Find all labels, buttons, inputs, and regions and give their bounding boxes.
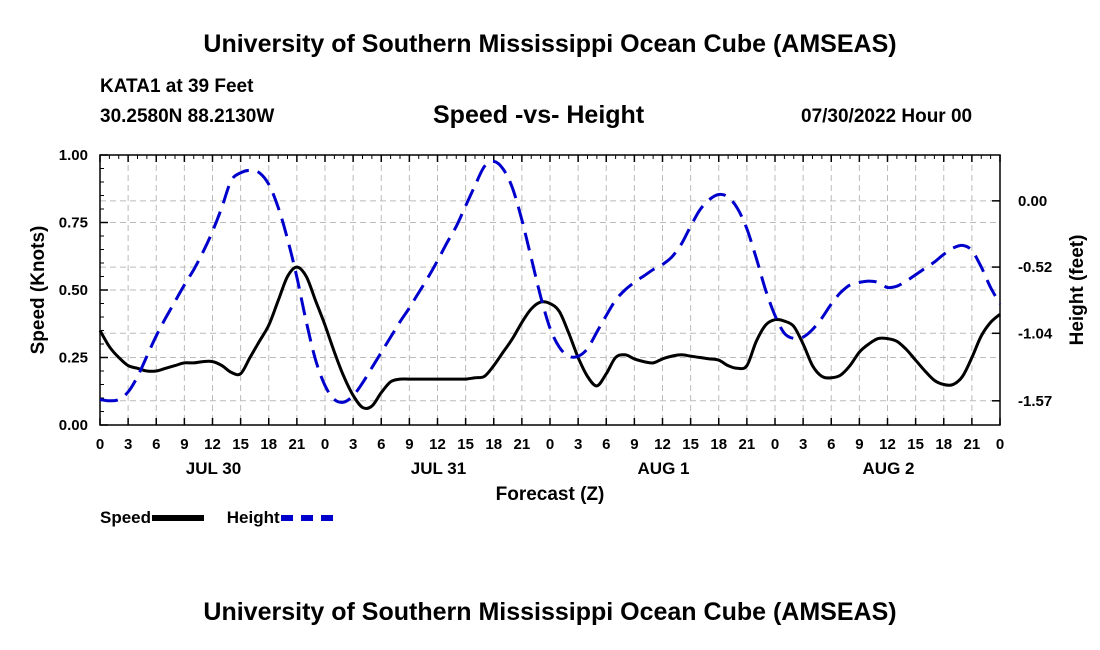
x-tick-label: 6	[602, 436, 610, 453]
legend-item-speed: Speed	[100, 508, 205, 528]
x-tick-label: 18	[710, 436, 727, 453]
page-title: University of Southern Mississippi Ocean…	[203, 30, 897, 58]
x-tick-label: 3	[799, 436, 807, 453]
legend-label-height: Height	[226, 508, 280, 527]
x-tick-label: 3	[124, 436, 132, 453]
x-tick-label: 15	[682, 436, 699, 453]
x-tick-label: 18	[935, 436, 952, 453]
x-tick-label: 21	[289, 436, 306, 453]
station-coordinates: 30.2580N 88.2130W	[100, 106, 275, 127]
legend-swatch-height	[280, 515, 333, 521]
x-tick-label: 18	[485, 436, 502, 453]
series	[98, 159, 1002, 410]
y-left-tick-label: 0.25	[59, 350, 88, 367]
y-right-tick-label: -1.04	[1018, 325, 1053, 342]
x-day-label: AUG 1	[638, 459, 690, 478]
station-label: KATA1 at 39 Feet	[100, 76, 254, 97]
x-tick-label: 3	[349, 436, 357, 453]
x-tick-label: 0	[996, 436, 1004, 453]
legend-item-height: Height	[227, 508, 333, 528]
x-tick-label: 0	[321, 436, 329, 453]
y-right-tick-label: -0.52	[1018, 259, 1052, 276]
x-tick-label: 12	[654, 436, 671, 453]
forecast-run-time: 07/30/2022 Hour 00	[801, 106, 973, 127]
plot-frame	[99, 154, 1001, 426]
x-tick-label: 12	[204, 436, 221, 453]
y-axis-title-left: Speed (Knots)	[28, 226, 49, 355]
x-tick-label: 9	[855, 436, 863, 453]
x-day-label: JUL 30	[186, 459, 241, 478]
x-tick-label: 12	[879, 436, 896, 453]
series-line-speed	[98, 265, 1001, 410]
x-tick-label: 3	[574, 436, 582, 453]
y-axis-title-right: Height (feet)	[1067, 235, 1088, 346]
x-tick-label: 18	[260, 436, 277, 453]
x-tick-label: 15	[232, 436, 249, 453]
x-tick-label: 6	[152, 436, 160, 453]
x-tick-label: 9	[180, 436, 188, 453]
y-left-tick-label: 0.50	[59, 282, 88, 299]
axis-labels: Forecast (Z) Speed (Knots) Height (feet)	[28, 226, 1088, 505]
x-tick-label: 12	[429, 436, 446, 453]
chart-subtitle: Speed -vs- Height	[433, 101, 645, 129]
x-tick-label: 9	[405, 436, 413, 453]
x-tick-label: 21	[514, 436, 531, 453]
footer-title: University of Southern Mississippi Ocean…	[203, 598, 897, 626]
x-tick-label: 15	[457, 436, 474, 453]
grid	[100, 155, 1000, 425]
y-left-tick-label: 0.75	[59, 215, 88, 232]
y-left-tick-label: 1.00	[59, 147, 88, 164]
legend-swatch-speed	[152, 515, 205, 521]
x-tick-label: 21	[964, 436, 981, 453]
legend: Speed Height	[100, 508, 351, 528]
x-day-label: AUG 2	[863, 459, 915, 478]
x-tick-label: 0	[771, 436, 779, 453]
x-day-label: JUL 31	[411, 459, 466, 478]
x-tick-label: 6	[377, 436, 385, 453]
x-tick-label: 21	[739, 436, 756, 453]
x-tick-label: 6	[827, 436, 835, 453]
y-left-tick-label: 0.00	[59, 417, 88, 434]
x-tick-label: 0	[546, 436, 554, 453]
x-axis-title: Forecast (Z)	[496, 484, 605, 505]
y-right-tick-label: -1.57	[1018, 393, 1052, 410]
axes: 0 3 6 9 12 15 18 21 0 3 6 9 12 15 18 21 0 3 6 9 12 15 18 21 0 3 6 9…	[59, 147, 1053, 478]
x-tick-label: 0	[96, 436, 104, 453]
x-tick-label: 9	[630, 436, 638, 453]
series-line-height	[99, 159, 1002, 404]
x-tick-label: 15	[907, 436, 924, 453]
legend-label-speed: Speed	[100, 508, 152, 527]
y-right-tick-label: 0.00	[1018, 193, 1047, 210]
